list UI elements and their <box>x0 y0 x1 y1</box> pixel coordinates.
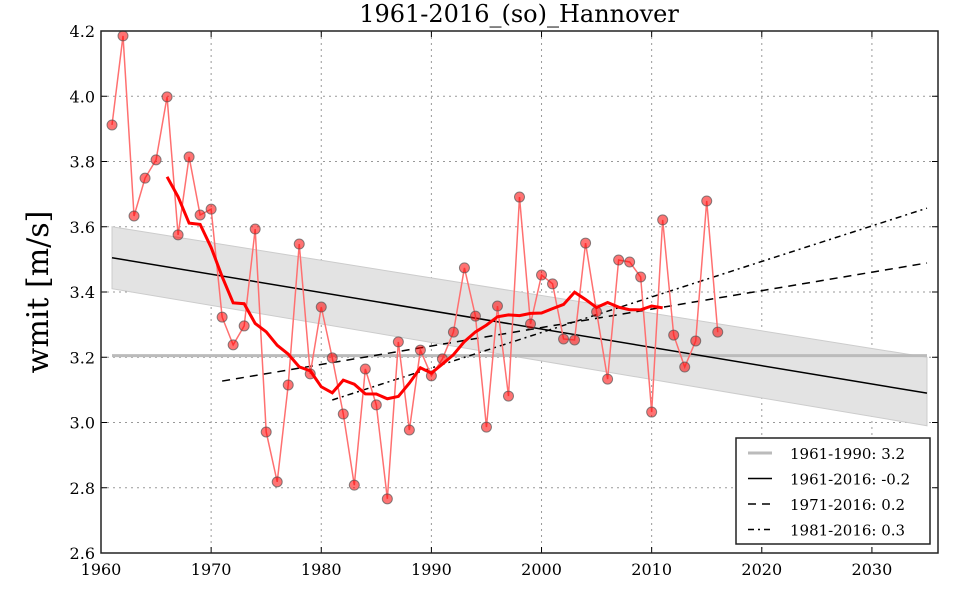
data-point <box>646 406 658 418</box>
data-point <box>150 154 162 166</box>
data-point <box>403 424 415 436</box>
data-point <box>635 271 647 283</box>
moving-average-line <box>165 176 663 401</box>
data-point <box>613 254 625 266</box>
data-point <box>480 421 492 433</box>
data-point <box>668 329 680 341</box>
data-point <box>249 223 261 235</box>
data-point <box>569 334 581 346</box>
x-tick-label: 1970 <box>191 560 232 579</box>
data-point <box>547 278 559 290</box>
legend: 1961-1990: 3.2 1961-2016: -0.2 1971-2016: … <box>735 437 931 545</box>
data-point <box>359 363 371 375</box>
y-tick-label: 2.6 <box>70 544 95 563</box>
data-point <box>381 493 393 505</box>
data-point <box>238 320 250 332</box>
data-point <box>558 333 570 345</box>
data-point <box>315 301 327 313</box>
data-point <box>227 339 239 351</box>
data-point <box>491 300 503 312</box>
data-point <box>580 237 592 249</box>
data-point <box>337 408 349 420</box>
y-axis-label: wmit [m/s] <box>21 211 56 374</box>
data-point <box>183 151 195 163</box>
data-point <box>271 476 283 488</box>
x-tick-label: 2030 <box>852 560 893 579</box>
data-point <box>194 209 206 221</box>
legend-label: 1961-2016: -0.2 <box>790 471 910 489</box>
data-point <box>106 119 118 131</box>
x-tick-label: 1980 <box>301 560 342 579</box>
legend-label: 1961-1990: 3.2 <box>790 445 905 463</box>
data-point <box>502 390 514 402</box>
data-series <box>106 30 724 505</box>
y-tick-label: 4.2 <box>70 22 95 41</box>
x-tick-label: 2000 <box>521 560 562 579</box>
y-tick-label: 3.6 <box>70 218 95 237</box>
y-tick-label: 3.0 <box>70 414 95 433</box>
data-point <box>370 399 382 411</box>
x-tick-label: 1960 <box>81 560 122 579</box>
data-point <box>536 269 548 281</box>
confidence-band-area <box>111 226 928 427</box>
legend-label: 1971-2016: 0.2 <box>790 496 905 514</box>
data-point <box>326 352 338 364</box>
data-point <box>514 191 525 203</box>
ticks: 1960 1970 1980 1990 2000 2010 2020 2030 2.6 2.8 3.… <box>70 22 938 579</box>
y-tick-label: 2.8 <box>70 479 95 498</box>
data-point <box>458 262 470 274</box>
data-point <box>414 344 426 356</box>
data-point <box>624 256 636 268</box>
data-point <box>348 479 360 491</box>
x-tick-label: 2010 <box>631 560 672 579</box>
data-point <box>293 238 305 250</box>
legend-label: 1981-2016: 0.3 <box>790 522 905 540</box>
data-point <box>216 311 228 323</box>
y-tick-label: 3.2 <box>70 348 95 367</box>
x-tick-label: 2020 <box>741 560 782 579</box>
y-tick-label: 3.4 <box>70 283 95 302</box>
data-point <box>117 30 129 42</box>
trend-line-dashed <box>222 262 928 382</box>
data-point <box>447 326 459 338</box>
data-point <box>282 379 294 391</box>
legend-box <box>735 437 931 545</box>
trend-lines <box>111 207 928 401</box>
data-point <box>161 91 173 103</box>
x-tick-label: 1990 <box>411 560 452 579</box>
data-point <box>172 229 184 241</box>
data-point <box>712 326 724 338</box>
data-point <box>525 318 537 330</box>
data-point <box>139 172 151 184</box>
confidence-band <box>111 226 928 427</box>
data-point <box>657 214 669 226</box>
data-point <box>392 336 404 348</box>
data-point <box>701 195 713 207</box>
data-point <box>690 335 702 347</box>
y-tick-label: 4.0 <box>70 87 95 106</box>
data-point <box>469 310 481 322</box>
y-tick-label: 3.8 <box>70 153 95 172</box>
data-line <box>111 35 719 499</box>
plot-frame <box>100 30 939 554</box>
data-point <box>602 373 614 385</box>
chart-title: 1961-2016_(so)_Hannover <box>359 0 679 28</box>
data-point <box>260 426 272 438</box>
trend-line-solid <box>111 257 928 394</box>
data-point <box>679 361 691 373</box>
data-point <box>205 203 217 215</box>
data-point <box>128 210 140 222</box>
